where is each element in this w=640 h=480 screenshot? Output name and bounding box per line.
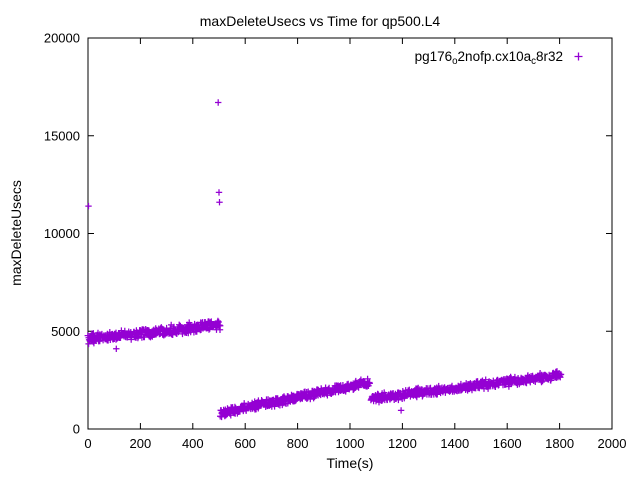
y-tick-label: 5000 xyxy=(51,324,80,339)
y-tick-label: 0 xyxy=(73,422,80,437)
legend: pg176o2nofp.cx10ac8r32 xyxy=(414,49,585,68)
x-tick-label: 600 xyxy=(234,436,256,451)
chart-title: maxDeleteUsecs vs Time for qp500.L4 xyxy=(199,13,441,29)
x-tick-label: 1200 xyxy=(388,436,417,451)
y-tick-label: 15000 xyxy=(44,128,80,143)
legend-label-part: 2nofp.cx10a xyxy=(457,49,532,64)
x-tick-label: 2000 xyxy=(598,436,627,451)
legend-label-part: o xyxy=(452,56,458,68)
x-tick-label: 800 xyxy=(287,436,309,451)
x-tick-label: 1600 xyxy=(493,436,522,451)
legend-label-part: c xyxy=(531,56,536,68)
y-tick-label: 20000 xyxy=(44,31,80,46)
legend-series-label: pg176o2nofp.cx10ac8r32 xyxy=(414,49,563,68)
x-tick-label: 400 xyxy=(182,436,204,451)
scatter-points xyxy=(84,99,565,421)
legend-plus-marker-icon xyxy=(574,52,583,61)
legend-label-part: pg176 xyxy=(414,49,453,64)
y-tick-label: 10000 xyxy=(44,226,80,241)
x-tick-label: 1000 xyxy=(336,436,365,451)
x-tick-label: 200 xyxy=(130,436,152,451)
legend-label-part: 8r32 xyxy=(535,49,563,64)
x-tick-label: 0 xyxy=(84,436,91,451)
axis-ticks xyxy=(87,37,613,430)
x-axis-label: Time(s) xyxy=(326,455,374,471)
x-tick-label: 1400 xyxy=(440,436,469,451)
plot-border xyxy=(87,37,613,430)
x-tick-label: 1800 xyxy=(545,436,574,451)
